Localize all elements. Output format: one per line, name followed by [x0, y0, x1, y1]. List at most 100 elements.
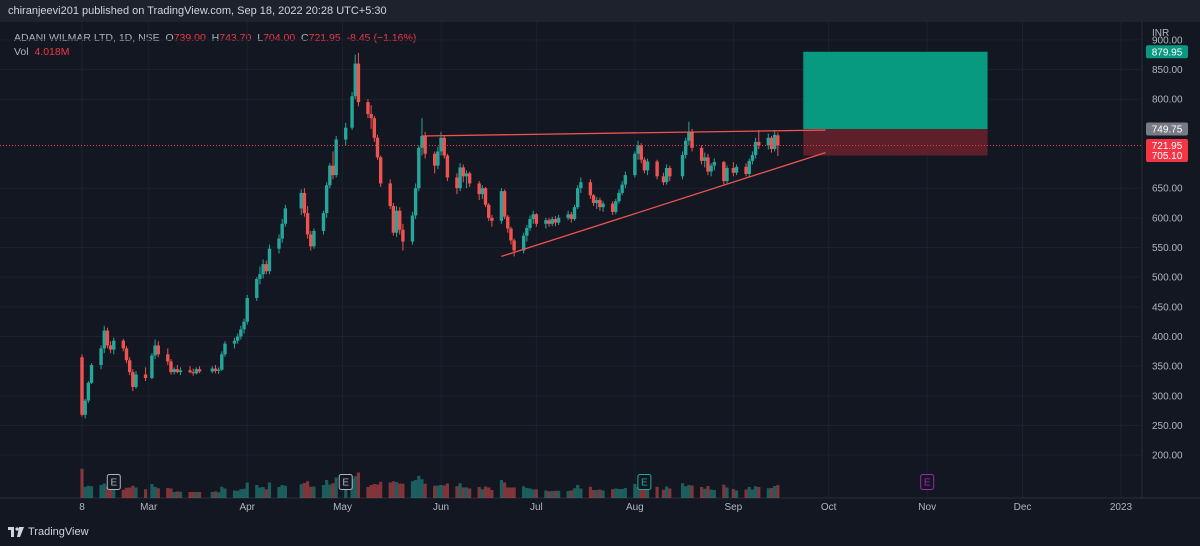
candle: [531, 210, 535, 224]
candle: [401, 223, 405, 251]
candle: [776, 132, 780, 157]
earnings-marker: E: [106, 474, 121, 490]
volume-bar: [655, 486, 659, 498]
candle-body: [410, 215, 415, 242]
volume-bar: [703, 488, 707, 498]
earnings-marker-box: [920, 474, 935, 490]
candle-body: [664, 168, 669, 183]
price-tick-label: 550.00: [1152, 243, 1183, 254]
candle: [655, 159, 659, 180]
candle: [172, 367, 176, 375]
volume-bar: [512, 487, 516, 498]
candle-body: [242, 321, 246, 330]
candle: [614, 198, 618, 215]
candle: [283, 204, 288, 227]
candle: [547, 217, 551, 227]
candle-body: [747, 160, 751, 174]
candle: [722, 160, 726, 186]
time-tick-label: Aug: [626, 502, 644, 513]
candle-body: [413, 188, 418, 216]
candle-body: [499, 191, 504, 221]
candle: [156, 341, 160, 358]
volume-bar: [410, 481, 415, 498]
volume-bar: [391, 481, 395, 498]
candle-body: [483, 188, 488, 205]
tradingview-logo-icon: [8, 527, 24, 537]
candle: [620, 181, 624, 196]
candle: [89, 363, 94, 384]
volume-bar: [439, 485, 443, 498]
candle: [169, 359, 173, 375]
candle-body: [121, 340, 126, 349]
candle-body: [258, 274, 262, 279]
price-axis[interactable]: INR 900.00 850.00 800.00 650.00 600.00 550.00…: [1152, 28, 1183, 462]
candle-body: [757, 141, 761, 146]
candle: [420, 118, 424, 156]
candle: [610, 201, 615, 215]
candle-body: [725, 168, 729, 182]
candle: [483, 187, 488, 208]
legend-high-label: H: [211, 32, 220, 44]
candle-body: [108, 345, 113, 350]
volume-bar: [544, 490, 548, 498]
volume-bar: [483, 486, 488, 498]
candle-body: [353, 63, 357, 97]
candle-body: [595, 200, 599, 204]
volume-bar: [86, 485, 90, 498]
volume-bar: [442, 485, 446, 498]
candle: [108, 341, 113, 354]
long-position-tool[interactable]: [803, 51, 988, 156]
volume-bar: [747, 487, 751, 498]
volume-bar: [83, 486, 87, 498]
volume-bar: [255, 485, 259, 498]
volume-bar: [706, 486, 710, 498]
volume-bar: [398, 483, 402, 498]
volume-bar: [175, 491, 179, 498]
candle: [102, 325, 106, 354]
candle-body: [566, 214, 570, 218]
volume-bar: [445, 483, 449, 498]
volume-bar: [239, 489, 243, 498]
candle: [664, 164, 669, 185]
candle-body: [458, 167, 462, 189]
volume-bar: [620, 489, 624, 498]
volume-bar: [757, 487, 761, 498]
candle: [461, 164, 465, 183]
volume-bar: [245, 482, 249, 498]
candle: [197, 366, 202, 374]
trendlines[interactable]: [0, 129, 1142, 258]
candle-body: [490, 217, 494, 221]
volume-bar: [131, 485, 135, 498]
volume-bar: [134, 487, 138, 498]
volume-bar: [169, 488, 173, 498]
candle: [124, 346, 129, 364]
volume-bar: [509, 487, 513, 498]
candle: [458, 163, 462, 192]
time-tick-label: May: [333, 502, 352, 513]
candle-body: [356, 63, 361, 103]
candle-body: [344, 127, 348, 140]
legend-volume-row: Vol 4.018M: [14, 45, 416, 59]
candle: [639, 143, 643, 164]
candle: [331, 151, 335, 180]
time-axis[interactable]: 8 Mar Apr May Jun Jul Aug Sep Oct Nov Dec 2023: [79, 502, 1132, 513]
candle-body: [220, 354, 224, 370]
volume-bar: [639, 486, 643, 498]
volume-bar: [773, 486, 777, 498]
candle-body: [312, 230, 316, 247]
earnings-marker-label: E: [924, 478, 931, 489]
candle: [267, 244, 272, 275]
candle: [255, 277, 259, 301]
volume-bar: [89, 486, 94, 498]
candle: [143, 367, 148, 382]
candle: [321, 210, 326, 235]
price-chart[interactable]: E E E E INR 900.00 850.00 800.00 650.00 600.00 5…: [0, 22, 1200, 524]
candle: [134, 370, 138, 389]
candle: [309, 230, 313, 251]
candle-body: [601, 203, 605, 208]
volume-bar: [547, 491, 551, 498]
position-stop-zone: [803, 129, 988, 156]
price-tick-label: 450.00: [1152, 302, 1183, 313]
candle: [464, 170, 469, 189]
trendline: [501, 151, 826, 258]
